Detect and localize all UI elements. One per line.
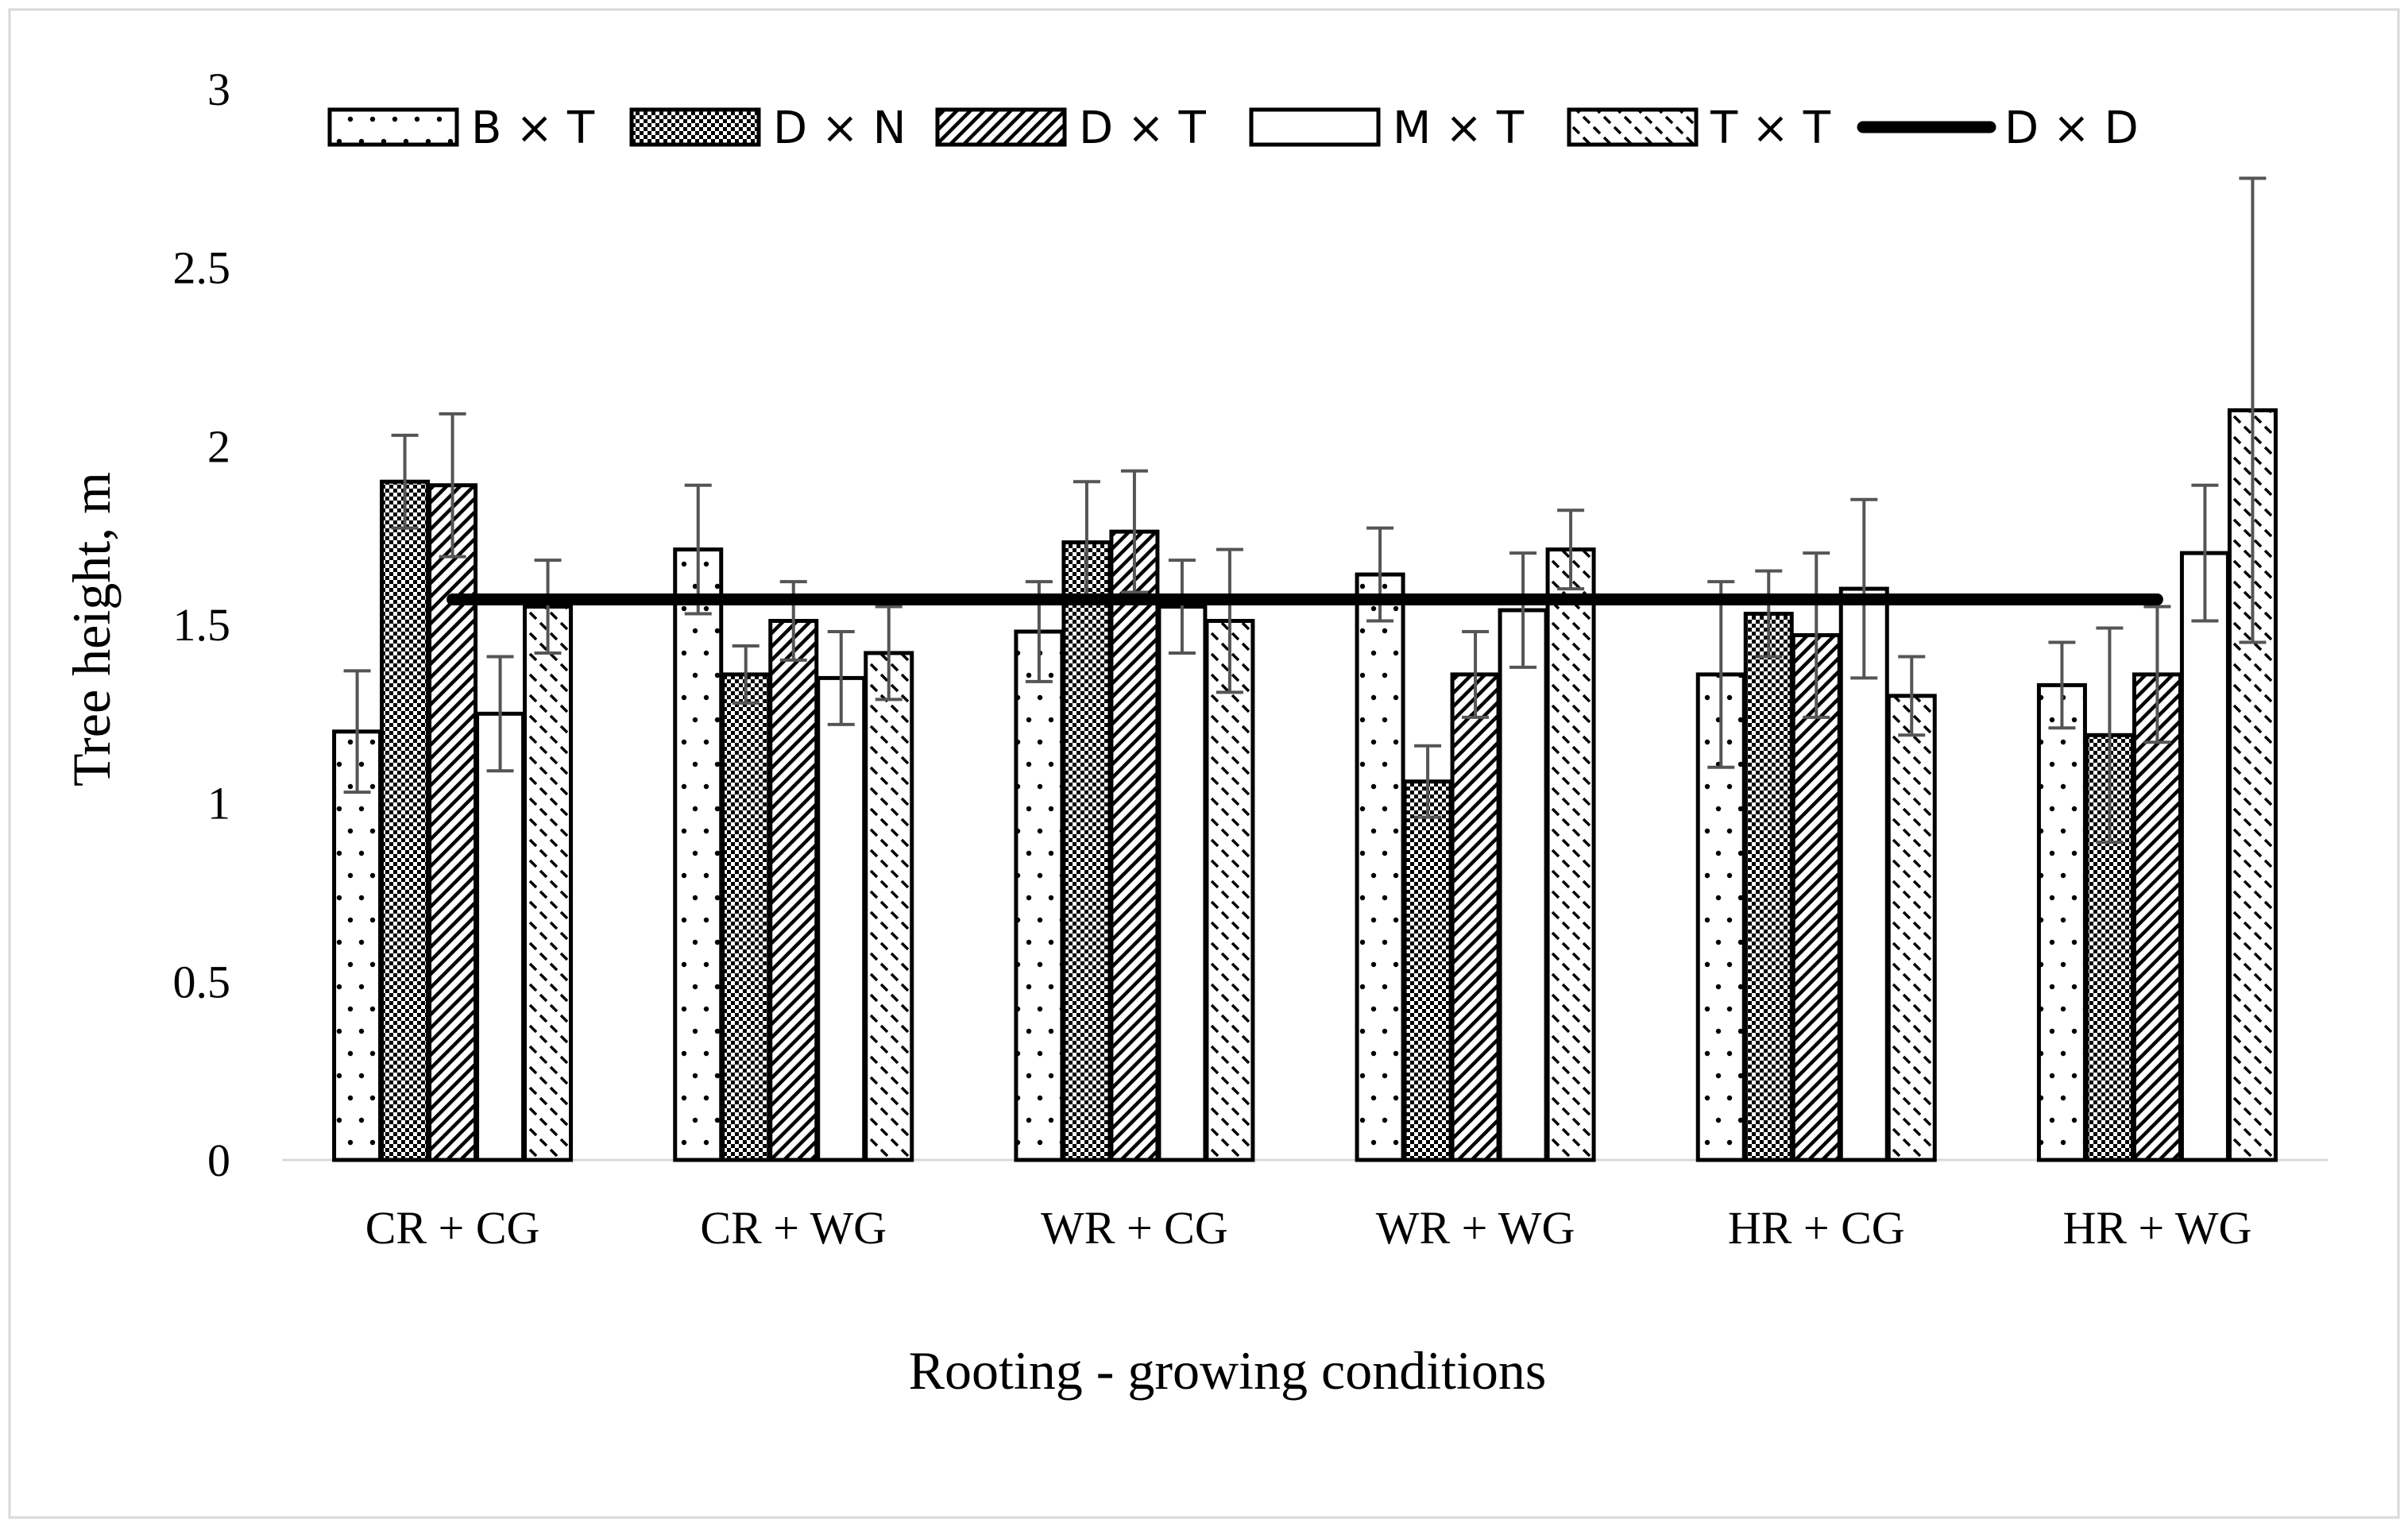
bar-3-1 xyxy=(427,483,478,1162)
x-tick-label: CR + WG xyxy=(700,1202,887,1254)
legend-swatch xyxy=(1567,107,1699,147)
error-bar xyxy=(1557,508,1585,591)
error-bar xyxy=(2191,483,2219,623)
bar-3-6 xyxy=(2132,672,2182,1162)
legend-item-4: M × T xyxy=(1249,102,1525,154)
legend: B × T D × N D × T M × T T × T D × D xyxy=(327,102,2139,154)
error-bar xyxy=(391,433,419,530)
legend-item-2: D × N xyxy=(629,102,906,154)
legend-item-3: D × T xyxy=(935,102,1207,154)
bar-1-4 xyxy=(1355,572,1405,1162)
x-tick-label: HR + WG xyxy=(2062,1202,2251,1254)
error-bar xyxy=(1414,744,1442,819)
bar-3-4 xyxy=(1450,672,1501,1162)
bar-3-5 xyxy=(1791,632,1842,1162)
error-bar xyxy=(439,412,466,559)
y-axis-title: Tree height, m xyxy=(61,472,122,787)
legend-label: D × N xyxy=(773,102,906,154)
bar-3-3 xyxy=(1109,529,1160,1162)
error-bar xyxy=(486,655,514,773)
x-tick-label: HR + CG xyxy=(1728,1202,1905,1254)
x-axis-title: Rooting - growing conditions xyxy=(909,1340,1547,1401)
legend-item-6: D × D xyxy=(1857,102,2139,154)
legend-label: M × T xyxy=(1393,102,1525,154)
bar-5-1 xyxy=(523,605,574,1162)
legend-label: D × T xyxy=(1079,102,1207,154)
y-tick-label: 0.5 xyxy=(173,956,231,1007)
bar-1-3 xyxy=(1014,629,1065,1162)
bar-5-2 xyxy=(864,651,914,1162)
bar-5-3 xyxy=(1204,619,1255,1162)
bar-1-1 xyxy=(332,729,383,1162)
error-bar xyxy=(1462,629,1490,719)
error-bar xyxy=(2048,640,2076,730)
bar-2-2 xyxy=(721,672,771,1162)
error-bar xyxy=(1120,469,1148,594)
error-bar xyxy=(343,669,371,794)
error-bar xyxy=(1898,655,1926,737)
bar-4-4 xyxy=(1498,608,1548,1162)
error-bar xyxy=(1168,559,1196,655)
y-tick-label: 3 xyxy=(207,64,230,115)
error-bar xyxy=(827,629,855,726)
legend-swatch xyxy=(629,107,761,147)
error-bar xyxy=(1509,551,1537,669)
bar-5-4 xyxy=(1545,547,1596,1162)
bar-4-3 xyxy=(1157,605,1208,1162)
bar-3-2 xyxy=(768,619,819,1162)
legend-item-5: T × T xyxy=(1567,102,1831,154)
x-tick-label: WR + WG xyxy=(1376,1202,1575,1254)
bar-1-2 xyxy=(673,547,724,1162)
y-tick-label: 0 xyxy=(207,1135,230,1186)
error-bar xyxy=(534,559,562,655)
y-axis-ticks: 0 0.5 1 1.5 2 2.5 3 xyxy=(173,64,231,1186)
y-tick-label: 1.5 xyxy=(173,599,231,651)
error-bar xyxy=(1216,547,1243,694)
legend-swatch xyxy=(935,107,1067,147)
bar-4-2 xyxy=(816,675,867,1162)
error-bar xyxy=(1755,569,1783,659)
legend-label: B × T xyxy=(471,102,595,154)
legend-item-1: B × T xyxy=(327,102,595,154)
y-tick-label: 2.5 xyxy=(173,242,231,294)
x-tick-label: WR + CG xyxy=(1041,1202,1228,1254)
error-bar xyxy=(1707,580,1735,769)
bar-2-3 xyxy=(1061,540,1112,1162)
legend-swatch xyxy=(1249,107,1381,147)
bar-2-5 xyxy=(1743,612,1794,1162)
legend-label: T × T xyxy=(1710,102,1831,154)
bar-4-1 xyxy=(475,711,526,1162)
error-bar xyxy=(684,483,712,616)
bars-layer xyxy=(332,408,2278,1162)
error-bar xyxy=(2096,626,2124,845)
error-bar xyxy=(732,644,760,705)
y-tick-label: 1 xyxy=(207,778,230,829)
error-bar xyxy=(1850,497,1878,680)
x-axis-ticks: CR + CG CR + WG WR + CG WR + WG HR + CG HR + … xyxy=(365,1202,2252,1254)
x-tick-label: CR + CG xyxy=(365,1202,540,1254)
legend-swatch xyxy=(327,107,459,147)
error-bar xyxy=(2239,176,2267,644)
y-tick-label: 2 xyxy=(207,420,230,472)
bar-2-4 xyxy=(1402,779,1453,1162)
error-bar xyxy=(1803,551,1830,719)
error-bar xyxy=(2143,605,2171,744)
bar-5-5 xyxy=(1886,694,1937,1162)
bar-4-6 xyxy=(2179,551,2230,1162)
bar-2-1 xyxy=(380,479,431,1162)
error-bar xyxy=(875,605,903,702)
legend-label: D × D xyxy=(2004,102,2139,154)
bar-1-6 xyxy=(2036,682,2087,1162)
